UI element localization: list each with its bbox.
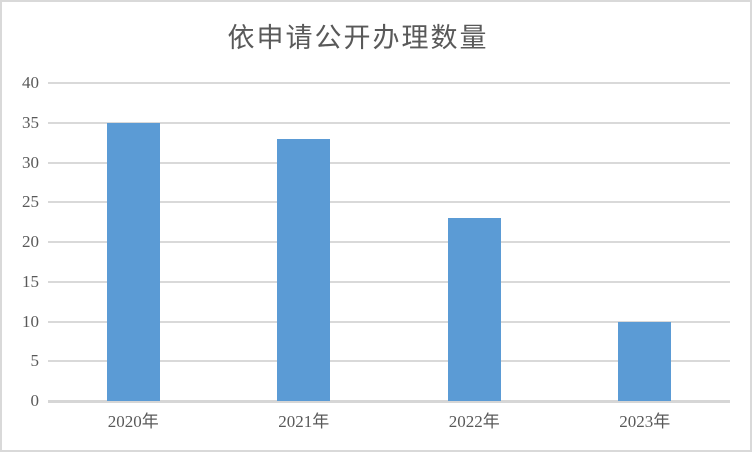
- gridline: [48, 280, 730, 283]
- x-category-label: 2020年: [107, 412, 159, 431]
- y-tick-label: 40: [22, 73, 39, 92]
- y-tick-label: 25: [22, 192, 39, 212]
- gridline: [48, 82, 730, 84]
- y-tick-label: 30: [22, 152, 39, 172]
- bar-2021年: [277, 138, 331, 401]
- x-category-label: 2021年: [278, 412, 330, 431]
- gridline: [48, 201, 730, 204]
- y-tick-label: 5: [30, 351, 40, 371]
- y-tick-label: 35: [22, 112, 39, 132]
- bar-2023年: [618, 321, 672, 401]
- chart-title: 依申请公开办理数量: [227, 23, 489, 53]
- gridline: [48, 161, 730, 164]
- gridline: [48, 121, 730, 124]
- y-tick-label: 0: [30, 391, 40, 410]
- gridline: [48, 360, 730, 363]
- y-tick-label: 20: [22, 232, 39, 251]
- bar-2020年: [106, 122, 160, 401]
- x-category-label: 2022年: [448, 412, 500, 431]
- y-tick-label: 10: [22, 311, 39, 331]
- gridline: [48, 241, 730, 243]
- gridline: [48, 320, 730, 323]
- y-tick-label: 15: [22, 271, 39, 291]
- bar-2022年: [447, 218, 501, 401]
- x-axis-line: [48, 400, 730, 403]
- x-category-label: 2023年: [619, 412, 671, 431]
